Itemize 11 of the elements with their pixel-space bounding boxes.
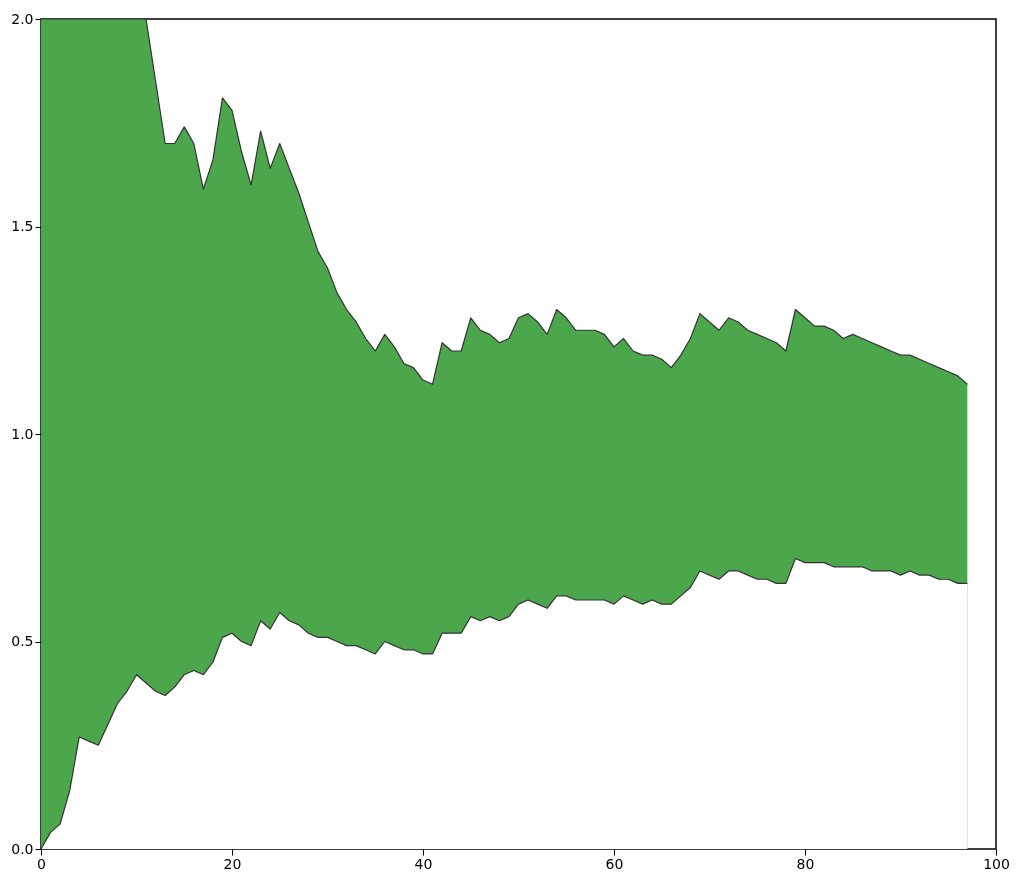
x-tick-label: 100: [983, 855, 1010, 872]
x-tick-label: 20: [223, 855, 242, 872]
y-tick-label: 0.5: [11, 633, 34, 649]
y-tick-label: 1.5: [11, 218, 34, 234]
x-tick-label: 40: [414, 855, 433, 872]
x-tick-label: 60: [605, 855, 624, 872]
x-tick-label: 0: [37, 855, 46, 872]
x-tick-label: 80: [796, 855, 815, 872]
y-tick-label: 1.0: [11, 425, 34, 442]
y-tick-label: 0.0: [11, 840, 34, 857]
y-tick-label: 2.0: [11, 10, 34, 27]
